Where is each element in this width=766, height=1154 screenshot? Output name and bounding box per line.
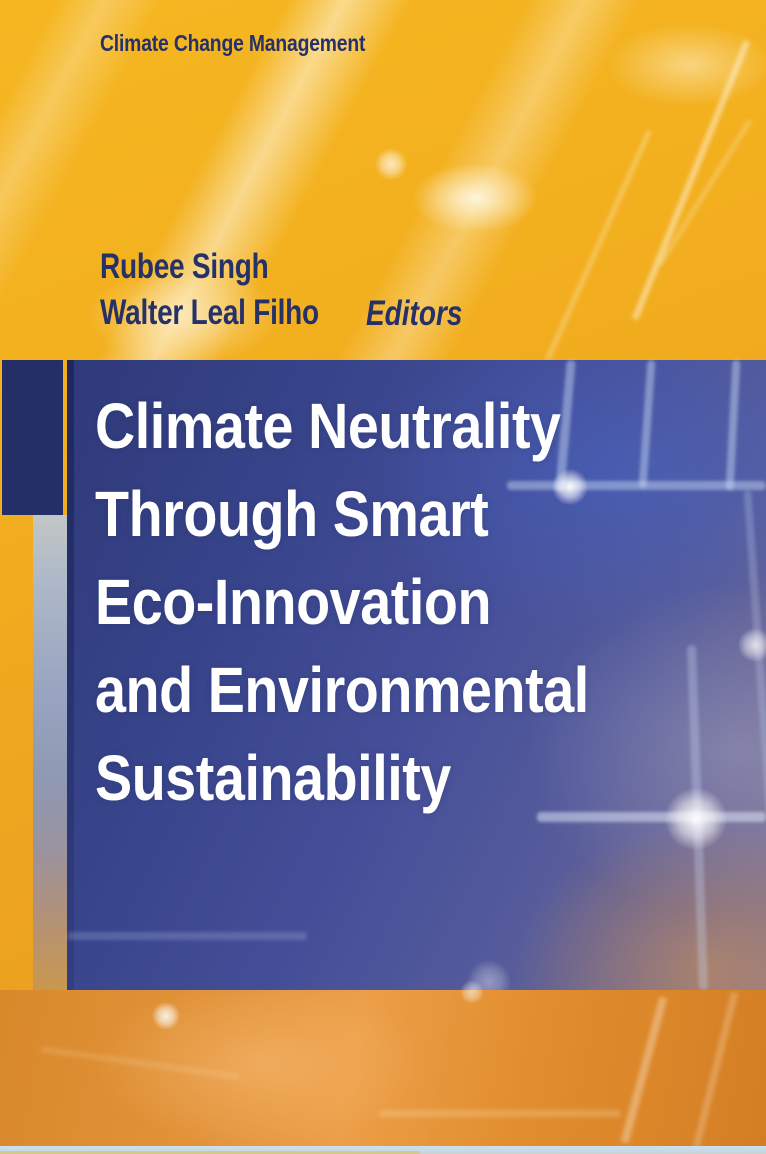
book-title-line: Sustainability bbox=[95, 742, 451, 814]
solar-panel-gridline bbox=[692, 991, 739, 1149]
bottom-orange-band: ♘ Springer bbox=[0, 980, 766, 1154]
solar-panel-gridline bbox=[67, 932, 307, 940]
solar-panel-gridline bbox=[507, 481, 766, 490]
title-panel: Climate Neutrality Through Smart Eco-Inn… bbox=[67, 359, 766, 1004]
bottom-edge-strip bbox=[0, 1146, 766, 1154]
series-title: Climate Change Management bbox=[100, 30, 366, 56]
bottom-edge-accent bbox=[0, 1151, 420, 1154]
editors-role-label: Editors bbox=[366, 294, 463, 333]
solar-panel-gridline bbox=[537, 812, 766, 822]
left-photo-strip bbox=[33, 515, 67, 990]
editor-name-2: Walter Leal Filho bbox=[100, 293, 319, 332]
book-title-line: Eco-Innovation bbox=[95, 566, 492, 638]
editor-name-1: Rubee Singh bbox=[100, 247, 269, 286]
solar-panel-gridline bbox=[380, 1110, 620, 1117]
navy-accent-block bbox=[2, 360, 63, 515]
solar-panel-glow-spot bbox=[152, 1002, 180, 1030]
book-title-line: Climate Neutrality bbox=[95, 390, 561, 462]
solar-panel-glow-spot bbox=[552, 469, 588, 505]
book-title-line: Through Smart bbox=[95, 478, 489, 550]
top-orange-band bbox=[0, 0, 766, 361]
solar-panel-glow-spot bbox=[375, 148, 407, 180]
solar-panel-gridline bbox=[620, 996, 668, 1144]
solar-panel-glow-spot bbox=[665, 788, 727, 850]
solar-panel-gridline bbox=[725, 359, 741, 491]
solar-panel-gridline bbox=[40, 1046, 240, 1080]
solar-panel-glow-spot bbox=[738, 628, 766, 662]
book-title-line: and Environmental bbox=[95, 654, 589, 726]
solar-panel-glow-spot bbox=[460, 980, 484, 1004]
book-title: Climate Neutrality Through Smart Eco-Inn… bbox=[95, 382, 663, 822]
